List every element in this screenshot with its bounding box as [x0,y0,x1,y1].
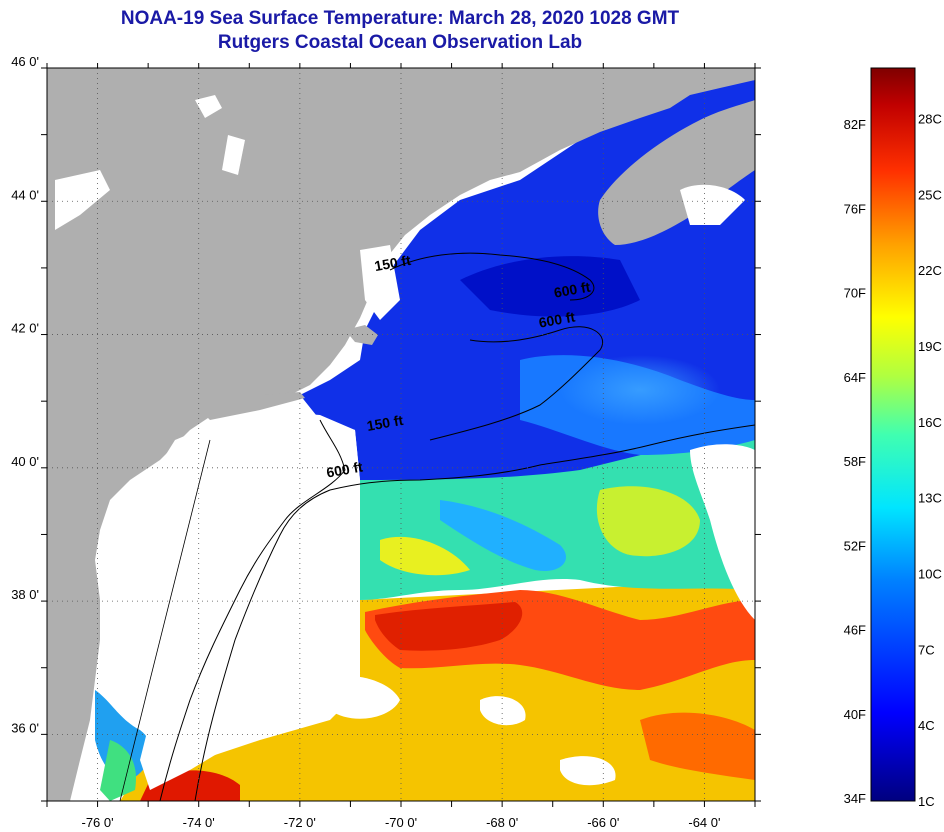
cloud-patch-south-3 [560,756,616,786]
gulf-stream-core [375,602,523,651]
land-cloud-2 [222,135,245,175]
colorbar-celsius-label: 13C [918,491,942,506]
lon-tick-label: -72 0' [284,815,316,830]
colorbar-celsius-label: 10C [918,567,942,582]
colorbar-celsius-label: 4C [918,718,935,733]
cloud-patch-south-2 [480,696,526,726]
contour-label: 150 ft [373,252,412,274]
cloud-patch-south-1 [330,676,400,719]
lat-tick-label: 42 0' [11,321,39,336]
deep-cold-patch [460,256,640,317]
colorbar-fahrenheit-label: 46F [844,623,866,638]
colorbar-celsius-label: 1C [918,794,935,809]
contour-labels: 600 ft 600 ft 150 ft 600 ft 150 ft [325,252,592,481]
land-cloud-1 [195,95,222,118]
lon-tick-label: -76 0' [82,815,114,830]
contour-label: 600 ft [538,309,577,331]
land-cloud-4 [360,245,400,320]
lat-tick-label: 46 0' [11,54,39,69]
shelf-cool-glow [560,355,720,425]
map-panel [47,68,755,801]
contour-gom-basin [389,252,595,301]
colorbar-celsius-label: 7C [918,642,935,657]
colorbar-celsius-label: 28C [918,112,942,127]
contour-150ft-south [159,419,346,801]
lat-tick-label: 44 0' [11,187,39,202]
colorbar-fahrenheit-labels: 82F 76F 70F 64F 58F 52F 46F 40F 34F [844,117,866,806]
colorbar-fahrenheit-label: 52F [844,538,866,553]
colorbar-fahrenheit-label: 34F [844,791,866,806]
contour-label: 600 ft [325,458,364,480]
axis-ticks [41,63,761,807]
colorbar-fahrenheit-label: 64F [844,370,866,385]
colorbar-fahrenheit-label: 58F [844,454,866,469]
colorbar-celsius-label: 22C [918,263,942,278]
land-long-island [200,392,305,420]
colorbar-fahrenheit-label: 70F [844,286,866,301]
lon-tick-label: -66 0' [587,815,619,830]
colorbar-celsius-label: 16C [918,415,942,430]
temperature-colorbar [870,67,916,802]
lon-tick-label: -70 0' [385,815,417,830]
map-gridlines [47,68,755,801]
nearshore-green-water [100,740,136,801]
contour-600ft [194,424,755,801]
map-subtitle: Rutgers Coastal Ocean Observation Lab [217,32,583,53]
lat-tick-label: 38 0' [11,587,39,602]
contour-nearshore [119,439,211,801]
lon-tick-label: -74 0' [183,815,215,830]
contour-label: 600 ft [553,279,592,301]
colorbar-celsius-label: 19C [918,339,942,354]
southeast-warm-patch [640,712,755,780]
land-cloud-3 [55,170,110,230]
land-nova-scotia [598,100,755,245]
cloud-patch-southeast [690,444,755,620]
cool-filament [440,500,566,571]
colorbar-fahrenheit-label: 76F [844,201,866,216]
land-cape-cod [345,325,378,345]
land-mainland [47,68,755,801]
land-cloud-5 [680,184,745,225]
map-title: NOAA-19 Sea Surface Temperature: March 2… [120,8,680,29]
contour-600ft-gom [429,326,603,441]
lon-tick-label: -68 0' [486,815,518,830]
contour-label: 150 ft [366,412,405,434]
warm-eddy [596,486,700,557]
colorbar-fahrenheit-label: 82F [844,117,866,132]
colorbar-fahrenheit-label: 40F [844,707,866,722]
lon-tick-label: -64 0' [688,815,720,830]
colorbar-celsius-label: 25C [918,187,942,202]
colorbar-celsius-labels: 28C 25C 22C 19C 16C 13C 10C 7C 4C 1C [918,112,942,809]
lat-tick-label: 40 0' [11,454,39,469]
yellow-filament [380,536,470,576]
axis-labels: -76 0' -74 0' -72 0' -70 0' -68 0' -66 0' -64 … [11,54,720,830]
lat-tick-label: 36 0' [11,720,39,735]
